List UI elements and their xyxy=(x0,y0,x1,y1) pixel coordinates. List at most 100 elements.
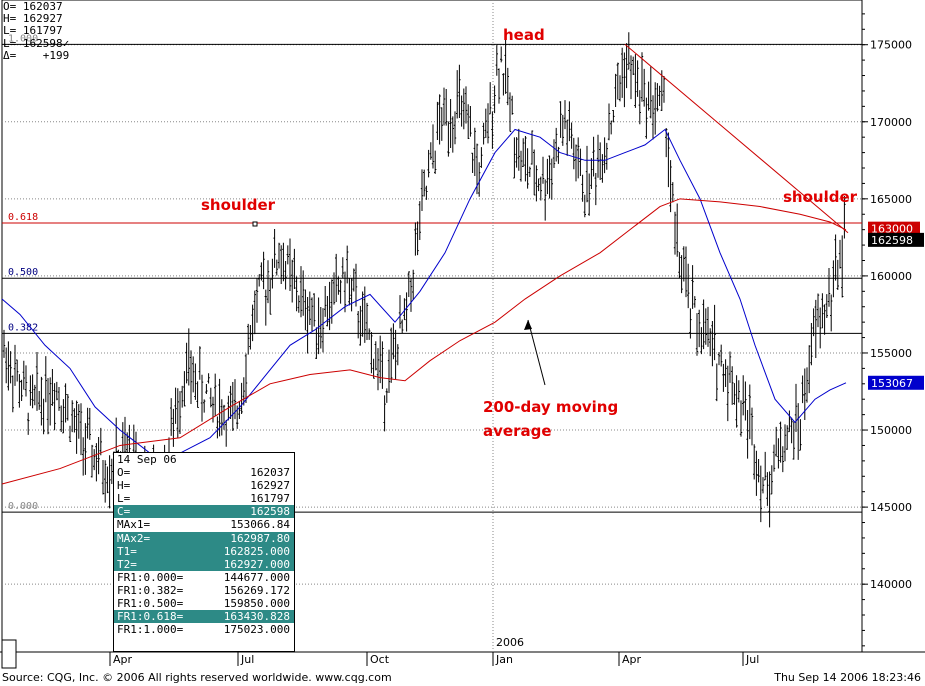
ohlc-bar xyxy=(698,309,701,348)
ohlc-open: O= 162037 xyxy=(3,0,63,13)
ohlc-bar xyxy=(390,327,393,383)
ohlc-bar xyxy=(634,54,637,108)
ohlc-bar xyxy=(537,178,540,192)
info-row: FR1:0.500= 159850.000 xyxy=(114,597,294,610)
ohlc-bar xyxy=(339,279,342,304)
ohlc-bar xyxy=(75,400,78,454)
ohlc-bar xyxy=(62,399,65,434)
ohlc-bar xyxy=(60,405,63,433)
ohlc-bar xyxy=(445,88,448,126)
x-tick-label: Oct xyxy=(370,653,390,666)
info-value: 144677.000 xyxy=(223,570,290,584)
info-key: O= xyxy=(117,466,131,480)
y-tick-label: 140000 xyxy=(870,578,912,591)
ohlc-bar xyxy=(638,90,641,125)
ohlc-bar xyxy=(275,259,278,276)
ohlc-bar xyxy=(381,341,384,389)
ohlc-bar xyxy=(370,332,373,374)
ohlc-bar xyxy=(832,260,835,298)
ohlc-bar xyxy=(517,128,520,171)
ohlc-bar xyxy=(625,43,628,89)
ohlc-bar xyxy=(770,465,773,495)
ohlc-bar xyxy=(618,75,622,102)
ohlc-bar xyxy=(810,323,813,366)
ohlc-bar xyxy=(343,271,347,313)
ohlc-bar xyxy=(420,169,424,212)
y-tick-label: 165000 xyxy=(870,193,912,206)
ohlc-bar xyxy=(396,344,399,366)
ohlc-bar xyxy=(359,305,362,346)
ohlc-bar xyxy=(247,323,250,355)
ohlc-bar xyxy=(205,383,208,394)
ohlc-bar xyxy=(478,162,481,197)
info-value: 162927 xyxy=(250,479,290,493)
ohlc-bar xyxy=(541,156,545,184)
ohlc-bar xyxy=(495,45,498,76)
ohlc-bar xyxy=(645,97,648,139)
ohlc-bar xyxy=(451,116,454,153)
fib-label: 0.000 xyxy=(8,501,38,512)
ohlc-bar xyxy=(172,408,175,447)
ohlc-bar xyxy=(280,245,283,284)
ohlc-bar xyxy=(317,297,320,355)
info-key: FR1:0.500= xyxy=(117,597,184,611)
info-date: 14 Sep 06 xyxy=(117,453,177,466)
ohlc-bar xyxy=(601,154,604,183)
info-value: 153066.84 xyxy=(230,518,290,532)
info-row: T1= 162825.000 xyxy=(114,544,294,558)
ohlc-bar xyxy=(687,263,690,309)
ohlc-bar xyxy=(194,363,197,400)
ohlc-bar xyxy=(788,410,791,433)
ohlc-bar xyxy=(528,166,531,178)
ohlc-bar xyxy=(792,421,795,460)
info-key: L= xyxy=(117,492,131,506)
ohlc-bar xyxy=(656,83,659,112)
ohlc-bar xyxy=(841,235,844,298)
info-key: FR1:1.000= xyxy=(117,623,184,637)
ohlc-bar xyxy=(403,298,406,321)
ohlc-bar xyxy=(49,377,52,426)
ohlc-bar xyxy=(198,346,201,380)
info-row: O= 162037 xyxy=(114,466,294,479)
ohlc-bar xyxy=(700,327,703,355)
ohlc-bar xyxy=(346,245,349,284)
ohlc-bar xyxy=(9,351,12,384)
ohlc-bar xyxy=(539,176,542,201)
upper-price-tag: 163000 xyxy=(871,223,913,236)
ohlc-bar xyxy=(200,374,204,422)
ohlc-bar xyxy=(814,299,817,358)
ohlc-bar xyxy=(22,360,25,390)
ohlc-bar xyxy=(90,444,94,478)
ohlc-bar xyxy=(462,88,465,130)
ohlc-bar xyxy=(616,62,619,100)
ohlc-bar xyxy=(458,64,461,118)
ohlc-bar xyxy=(819,307,822,349)
ohlc-bar xyxy=(667,132,670,188)
x-tick-label: Apr xyxy=(113,653,133,666)
ohlc-bar xyxy=(363,286,366,343)
ohlc-bar xyxy=(271,258,274,289)
ohlc-bar xyxy=(352,268,355,292)
x-tick-label: Apr xyxy=(622,653,642,666)
ohlc-bar xyxy=(731,366,734,405)
ohlc-bar xyxy=(101,459,105,495)
ohlc-bar xyxy=(40,376,43,426)
info-value: 161797 xyxy=(250,492,290,506)
ohlc-bar xyxy=(46,378,50,435)
ohlc-bar xyxy=(640,52,644,102)
ohlc-bar xyxy=(449,99,452,148)
ohlc-bar xyxy=(709,328,712,357)
ohlc-bar xyxy=(777,438,780,469)
info-row: MAx1= 153066.84 xyxy=(114,518,294,531)
ohlc-bar xyxy=(242,377,245,406)
ohlc-bar xyxy=(31,374,34,409)
ohlc-bar xyxy=(627,32,630,70)
ohlc-bar xyxy=(592,136,595,177)
ohlc-bar xyxy=(187,328,190,386)
ohlc-bar xyxy=(757,459,760,483)
ohlc-bar xyxy=(55,381,58,401)
ohlc-bar xyxy=(750,407,754,446)
fib-label: 1.000 xyxy=(8,33,38,44)
ohlc-bar xyxy=(332,272,336,305)
ohlc-bar xyxy=(434,150,437,174)
